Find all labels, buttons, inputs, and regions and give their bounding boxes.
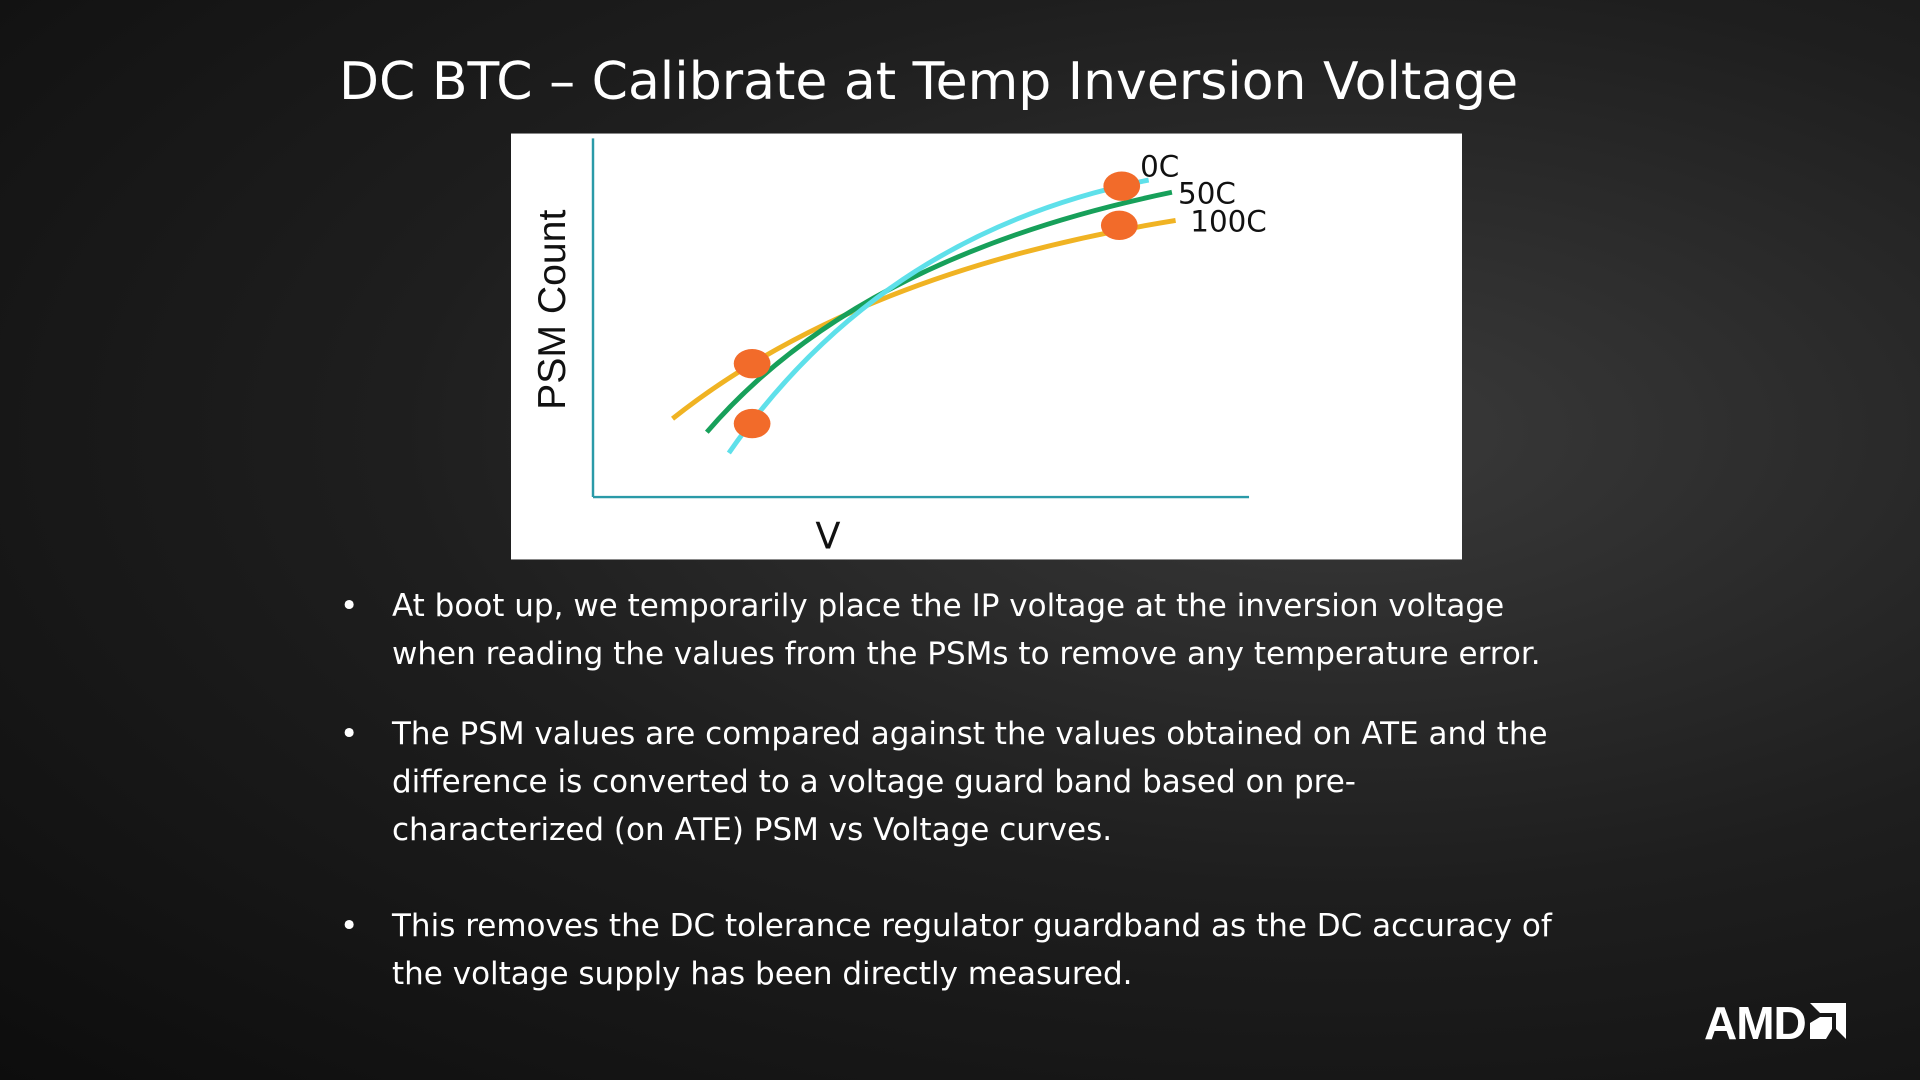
logo-text: AMD: [1704, 997, 1807, 1049]
bullet-line: The PSM values are compared against the …: [392, 716, 1548, 752]
point: [1100, 210, 1138, 241]
bullet-line: characterized (on ATE) PSM vs Voltage cu…: [392, 812, 1113, 848]
bullet-line: difference is converted to a voltage gua…: [392, 764, 1356, 800]
figure-background: [511, 133, 1462, 560]
bullet-line: This removes the DC tolerance regulator …: [392, 908, 1552, 944]
slide-title: DC BTC – Calibrate at Temp Inversion Vol…: [339, 52, 1519, 112]
curve-0c: [726, 177, 1150, 455]
x-axis-label: V: [815, 514, 840, 557]
bullet: At boot up, we temporarily place the IP …: [340, 582, 1640, 678]
bullet-line: the voltage supply has been directly mea…: [392, 956, 1133, 992]
point: [1103, 171, 1141, 201]
curve-100c: [671, 218, 1176, 421]
bullet: The PSM values are compared against the …: [340, 710, 1640, 854]
bullet-line: when reading the values from the PSMs to…: [392, 636, 1541, 672]
point: [733, 348, 771, 379]
figure: 0C 50C 100C PSM Count V: [511, 133, 1462, 560]
curve-label: 50C: [1178, 176, 1236, 210]
bullet: This removes the DC tolerance regulator …: [340, 902, 1640, 998]
y-axis-label: PSM Count: [531, 210, 574, 410]
point: [733, 408, 771, 439]
logo-mark: [1809, 1003, 1846, 1039]
bullet-list: At boot up, we temporarily place the IP …: [340, 582, 1640, 1030]
curve-label: 0C: [1140, 149, 1179, 183]
bullet-line: At boot up, we temporarily place the IP …: [392, 588, 1505, 624]
logo: AMD: [1704, 996, 1846, 1050]
curve-label: 100C: [1190, 204, 1267, 238]
